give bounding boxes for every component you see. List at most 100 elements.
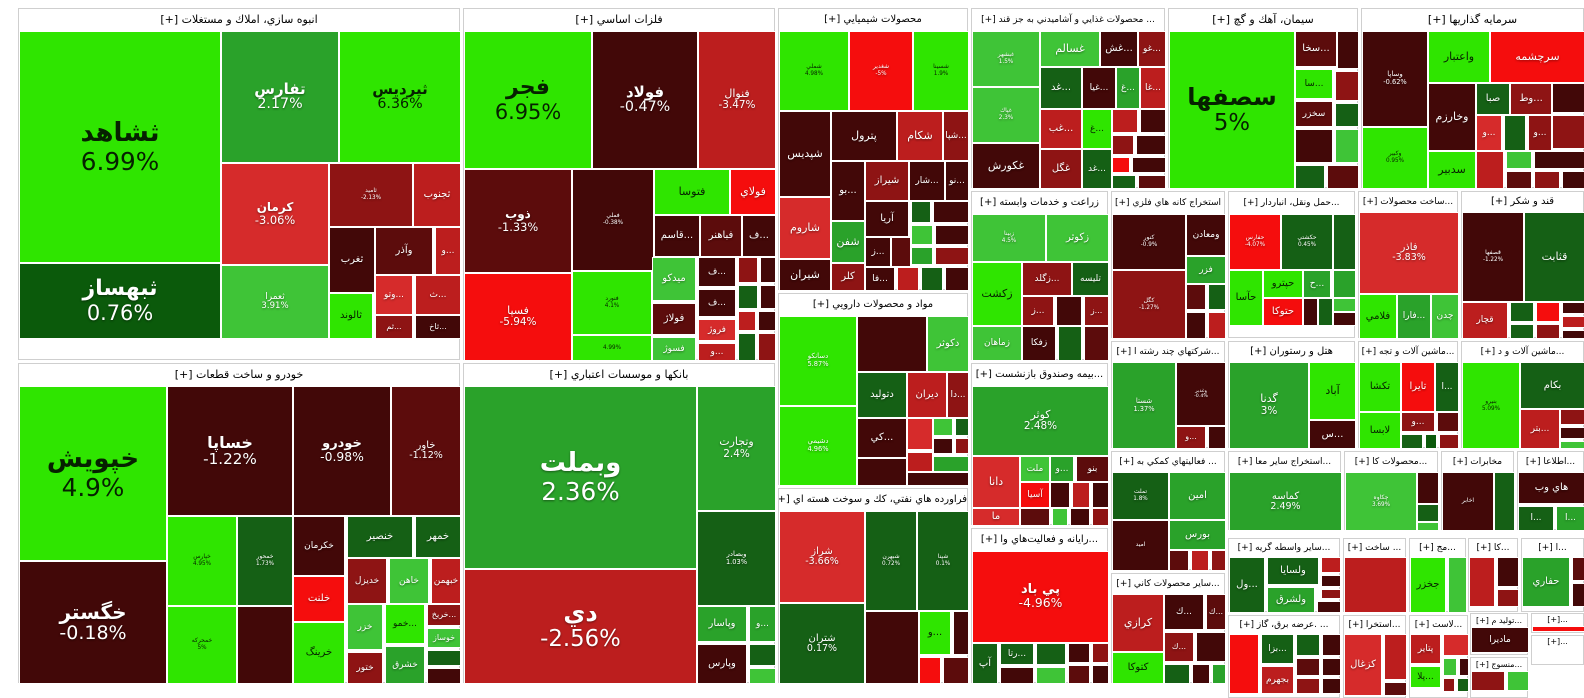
sector-header-auto[interactable]: خودرو و ساخت قطعات [+] [19, 364, 459, 386]
stock-tile[interactable] [738, 333, 756, 361]
stock-tile[interactable] [1303, 298, 1318, 326]
stock-tile[interactable]: ومعادن [1186, 214, 1226, 256]
stock-tile[interactable]: حفاري [1522, 557, 1570, 607]
stock-tile[interactable]: ...و [1401, 412, 1435, 432]
stock-tile[interactable]: ...ز [1084, 296, 1109, 326]
stock-tile[interactable]: ما [972, 508, 1020, 526]
sector-header-tiny-1[interactable]: ...[+] [1532, 614, 1583, 626]
stock-tile[interactable] [758, 311, 776, 331]
stock-tile[interactable]: ...ف [742, 215, 776, 257]
stock-tile[interactable] [1344, 557, 1407, 613]
stock-tile[interactable]: غكورش [972, 143, 1040, 189]
stock-tile[interactable]: ...ا [1435, 362, 1459, 412]
stock-tile[interactable] [1572, 583, 1584, 607]
stock-tile[interactable]: كلر [831, 263, 865, 291]
stock-tile[interactable] [911, 201, 931, 223]
stock-tile[interactable]: وخارزم [1428, 83, 1476, 151]
stock-tile[interactable]: فنوال -3.47% [698, 31, 776, 169]
sector-header-machinery-equipment[interactable]: ...ماشين آلات و تجه [+] [1359, 342, 1457, 362]
stock-tile[interactable] [1050, 482, 1070, 508]
stock-tile[interactable] [1459, 658, 1469, 676]
stock-tile[interactable]: ...غد [1082, 149, 1112, 189]
stock-tile[interactable] [1036, 643, 1066, 665]
stock-tile[interactable]: كرازي [1112, 594, 1164, 652]
stock-tile[interactable] [1560, 427, 1584, 439]
stock-tile[interactable]: بورس [1169, 520, 1226, 550]
stock-tile[interactable]: خوساز [427, 628, 461, 648]
stock-tile[interactable] [1560, 441, 1584, 449]
stock-tile[interactable] [1506, 151, 1532, 169]
stock-tile[interactable]: ...و [1476, 115, 1502, 151]
stock-tile[interactable]: ...ك [1164, 594, 1204, 630]
stock-tile[interactable] [1335, 103, 1359, 127]
stock-tile[interactable]: ثعمرا 3.91% [221, 265, 329, 339]
stock-tile[interactable] [1560, 409, 1584, 425]
stock-tile[interactable]: واعتبار [1428, 31, 1490, 83]
stock-tile[interactable]: شملي 4.98% [779, 31, 849, 111]
stock-tile[interactable]: ...ح [1303, 270, 1331, 298]
stock-tile[interactable]: ...و [1050, 456, 1074, 482]
stock-tile[interactable]: دشيمي 4.96% [779, 406, 857, 486]
stock-tile[interactable] [1417, 522, 1439, 531]
stock-tile[interactable]: غسالم [1040, 31, 1100, 67]
stock-tile[interactable] [891, 237, 911, 267]
stock-tile[interactable] [1211, 550, 1226, 571]
sector-header-computer[interactable]: ...رايانه و فعاليت‌هاي وا [+] [972, 529, 1107, 551]
stock-tile[interactable] [1296, 658, 1320, 676]
stock-tile[interactable]: ثجنوب [413, 163, 461, 227]
stock-tile[interactable]: ميدكو [652, 257, 696, 301]
stock-tile[interactable] [933, 456, 969, 472]
stock-tile[interactable]: قصفها -1.22% [1462, 212, 1524, 302]
stock-tile[interactable]: بكام [1520, 362, 1584, 409]
stock-tile[interactable] [1425, 434, 1437, 449]
stock-tile[interactable]: شبهرن 0.72% [865, 511, 917, 611]
stock-tile[interactable]: فسوژ [652, 337, 696, 361]
stock-tile[interactable]: ...شپا [943, 111, 969, 161]
stock-tile[interactable] [1507, 671, 1529, 691]
stock-tile[interactable]: شغدير -5% [849, 31, 913, 111]
stock-tile[interactable]: سرچشمه [1490, 31, 1584, 83]
stock-tile[interactable] [738, 285, 758, 309]
sector-header-metal-mining[interactable]: استخراج كانه هاي فلزي [+] [1112, 192, 1224, 214]
sector-header-information[interactable]: ...اطلاعا [+] [1518, 452, 1583, 472]
stock-tile[interactable] [760, 257, 776, 283]
stock-tile[interactable]: صبا [1476, 83, 1510, 115]
stock-tile[interactable]: تفارس 2.17% [221, 31, 339, 163]
stock-tile[interactable]: ...سا [1295, 69, 1333, 99]
stock-tile[interactable] [758, 333, 776, 361]
stock-tile[interactable] [1140, 109, 1166, 133]
stock-tile[interactable]: ولشرق [1267, 587, 1315, 613]
stock-tile[interactable]: قچار [1462, 302, 1508, 339]
stock-tile[interactable] [1295, 165, 1325, 189]
stock-tile[interactable]: ...بزا [1261, 634, 1294, 664]
sector-header-banks[interactable]: بانكها و موسسات اعتباري [+] [464, 364, 774, 386]
stock-tile[interactable] [1534, 171, 1560, 189]
stock-tile[interactable]: ...خمو [385, 604, 425, 644]
sector-header-agriculture[interactable]: زراعت و خدمات وابسته [+] [972, 192, 1107, 214]
stock-tile[interactable] [1092, 643, 1109, 663]
stock-tile[interactable]: كنور -0.9% [1112, 214, 1186, 270]
stock-tile[interactable]: بجهرم [1261, 666, 1294, 694]
stock-tile[interactable]: اخابر [1442, 472, 1494, 531]
sector-header-fabricated-metal[interactable]: ...ساخت محصولات [+] [1359, 192, 1457, 212]
stock-tile[interactable] [1506, 171, 1532, 189]
stock-tile[interactable]: شپديس [779, 111, 831, 197]
stock-tile[interactable]: شكام [897, 111, 943, 161]
stock-tile[interactable]: ...ا [1518, 506, 1554, 531]
stock-tile[interactable]: جخزر [1410, 557, 1446, 613]
stock-tile[interactable]: غگل [1040, 149, 1082, 189]
stock-tile[interactable] [911, 225, 933, 245]
stock-tile[interactable]: كزغال [1344, 634, 1382, 696]
sector-header-machinery-electrical[interactable]: ...ماشين آلات و د [+] [1462, 342, 1583, 362]
sector-header-coal-mining[interactable]: ...استخرا [+] [1344, 616, 1405, 634]
stock-tile[interactable] [907, 452, 933, 472]
stock-tile[interactable]: ...سخا [1295, 31, 1337, 67]
stock-tile[interactable]: ...فا [865, 267, 895, 291]
sector-header-construction[interactable]: ... ساخت [+] [1344, 539, 1405, 557]
stock-tile[interactable] [955, 438, 969, 454]
stock-tile[interactable]: شسينا 1.9% [913, 31, 969, 111]
stock-tile[interactable]: ...شار [909, 161, 945, 201]
stock-tile[interactable] [1020, 508, 1050, 526]
stock-tile[interactable]: زفكا [1022, 326, 1056, 361]
stock-tile[interactable]: خپارس 4.95% [167, 516, 237, 606]
